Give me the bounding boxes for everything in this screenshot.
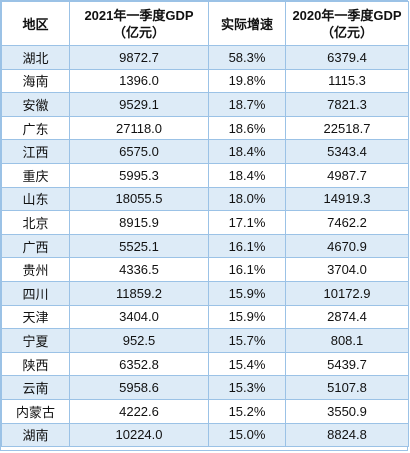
gdp-2020-cell[interactable]: 7821.3 (285, 92, 409, 117)
region-cell[interactable]: 广西 (1, 233, 70, 259)
gdp-2020-cell[interactable]: 10172.9 (285, 280, 409, 306)
gdp-2021-cell[interactable]: 6352.8 (69, 351, 209, 377)
growth-cell[interactable]: 18.4% (208, 139, 286, 164)
gdp-2020-cell[interactable]: 4670.9 (285, 233, 409, 259)
table-row: 内蒙古 4222.6 15.2% 3550.9 (1, 398, 409, 424)
growth-cell[interactable]: 15.7% (208, 328, 286, 353)
header-gdp-2021[interactable]: 2021年一季度GDP （亿元） (69, 1, 209, 46)
table-row: 广东 27118.0 18.6% 22518.7 (1, 115, 409, 141)
gdp-2020-cell[interactable]: 6379.4 (285, 45, 409, 70)
gdp-2020-cell[interactable]: 4987.7 (285, 162, 409, 188)
gdp-2020-cell[interactable]: 22518.7 (285, 115, 409, 141)
gdp-2021-cell[interactable]: 8915.9 (69, 210, 209, 235)
table-row: 宁夏 952.5 15.7% 808.1 (1, 328, 409, 353)
gdp-2021-cell[interactable]: 1396.0 (69, 68, 209, 94)
growth-cell[interactable]: 18.6% (208, 115, 286, 141)
growth-cell[interactable]: 18.7% (208, 92, 286, 117)
gdp-2021-cell[interactable]: 6575.0 (69, 139, 209, 164)
growth-cell[interactable]: 58.3% (208, 45, 286, 70)
region-cell[interactable]: 湖北 (1, 45, 70, 70)
region-cell[interactable]: 重庆 (1, 162, 70, 188)
header-gdp-2021-unit: （亿元） (112, 24, 165, 40)
table-row: 四川 11859.2 15.9% 10172.9 (1, 280, 409, 306)
header-gdp-2021-title: 2021年一季度GDP (84, 7, 194, 23)
region-cell[interactable]: 陕西 (1, 351, 70, 377)
gdp-2021-cell[interactable]: 5525.1 (69, 233, 209, 259)
growth-cell[interactable]: 16.1% (208, 257, 286, 282)
region-cell[interactable]: 内蒙古 (1, 398, 70, 424)
gdp-2020-cell[interactable]: 7462.2 (285, 210, 409, 235)
table-row: 江西 6575.0 18.4% 5343.4 (1, 139, 409, 164)
table-row: 北京 8915.9 17.1% 7462.2 (1, 210, 409, 235)
region-cell[interactable]: 广东 (1, 115, 70, 141)
gdp-2021-cell[interactable]: 3404.0 (69, 304, 209, 330)
region-cell[interactable]: 贵州 (1, 257, 70, 282)
table-row: 天津 3404.0 15.9% 2874.4 (1, 304, 409, 330)
table-row: 云南 5958.6 15.3% 5107.8 (1, 375, 409, 400)
header-gdp-2020-title: 2020年一季度GDP (292, 7, 402, 23)
header-gdp-2020-unit: （亿元） (320, 24, 373, 40)
table-body: 湖北 9872.7 58.3% 6379.4 海南 1396.0 19.8% 1115.3 安徽… (1, 45, 409, 448)
growth-cell[interactable]: 15.2% (208, 398, 286, 424)
region-cell[interactable]: 四川 (1, 280, 70, 306)
header-row: 地区 2021年一季度GDP （亿元） 实际增速 2020年一季度GDP （亿元… (1, 1, 409, 46)
table-row: 重庆 5995.3 18.4% 4987.7 (1, 162, 409, 188)
growth-cell[interactable]: 18.4% (208, 162, 286, 188)
region-cell[interactable]: 北京 (1, 210, 70, 235)
gdp-2021-cell[interactable]: 9872.7 (69, 45, 209, 70)
gdp-2020-cell[interactable]: 808.1 (285, 328, 409, 353)
region-cell[interactable]: 江西 (1, 139, 70, 164)
gdp-2021-cell[interactable]: 9529.1 (69, 92, 209, 117)
header-region[interactable]: 地区 (1, 1, 70, 46)
growth-cell[interactable]: 15.9% (208, 280, 286, 306)
table-row: 海南 1396.0 19.8% 1115.3 (1, 68, 409, 94)
gdp-2020-cell[interactable]: 14919.3 (285, 186, 409, 212)
gdp-2020-cell[interactable]: 3704.0 (285, 257, 409, 282)
table-row: 山东 18055.5 18.0% 14919.3 (1, 186, 409, 212)
table-row: 湖南 10224.0 15.0% 8824.8 (1, 422, 409, 448)
growth-cell[interactable]: 15.3% (208, 375, 286, 400)
gdp-2020-cell[interactable]: 8824.8 (285, 422, 409, 448)
header-growth[interactable]: 实际增速 (208, 1, 286, 46)
gdp-2021-cell[interactable]: 5995.3 (69, 162, 209, 188)
gdp-2021-cell[interactable]: 5958.6 (69, 375, 209, 400)
gdp-2020-cell[interactable]: 2874.4 (285, 304, 409, 330)
gdp-2021-cell[interactable]: 4336.5 (69, 257, 209, 282)
growth-cell[interactable]: 17.1% (208, 210, 286, 235)
gdp-2020-cell[interactable]: 5343.4 (285, 139, 409, 164)
gdp-2021-cell[interactable]: 952.5 (69, 328, 209, 353)
region-cell[interactable]: 云南 (1, 375, 70, 400)
gdp-2020-cell[interactable]: 1115.3 (285, 68, 409, 94)
header-gdp-2020[interactable]: 2020年一季度GDP （亿元） (285, 1, 409, 46)
region-cell[interactable]: 安徽 (1, 92, 70, 117)
table-row: 安徽 9529.1 18.7% 7821.3 (1, 92, 409, 117)
gdp-2021-cell[interactable]: 4222.6 (69, 398, 209, 424)
table-row: 广西 5525.1 16.1% 4670.9 (1, 233, 409, 259)
region-cell[interactable]: 宁夏 (1, 328, 70, 353)
growth-cell[interactable]: 19.8% (208, 68, 286, 94)
growth-cell[interactable]: 18.0% (208, 186, 286, 212)
growth-cell[interactable]: 15.0% (208, 422, 286, 448)
growth-cell[interactable]: 15.4% (208, 351, 286, 377)
region-cell[interactable]: 山东 (1, 186, 70, 212)
gdp-2020-cell[interactable]: 3550.9 (285, 398, 409, 424)
gdp-2020-cell[interactable]: 5107.8 (285, 375, 409, 400)
table-row: 陕西 6352.8 15.4% 5439.7 (1, 351, 409, 377)
region-cell[interactable]: 湖南 (1, 422, 70, 448)
gdp-2021-cell[interactable]: 11859.2 (69, 280, 209, 306)
gdp-2021-cell[interactable]: 27118.0 (69, 115, 209, 141)
gdp-2021-cell[interactable]: 10224.0 (69, 422, 209, 448)
region-cell[interactable]: 天津 (1, 304, 70, 330)
gdp-2020-cell[interactable]: 5439.7 (285, 351, 409, 377)
table-row: 湖北 9872.7 58.3% 6379.4 (1, 45, 409, 70)
table-header: 地区 2021年一季度GDP （亿元） 实际增速 2020年一季度GDP （亿元… (1, 1, 409, 46)
gdp-2021-cell[interactable]: 18055.5 (69, 186, 209, 212)
growth-cell[interactable]: 15.9% (208, 304, 286, 330)
region-cell[interactable]: 海南 (1, 68, 70, 94)
table-row: 贵州 4336.5 16.1% 3704.0 (1, 257, 409, 282)
growth-cell[interactable]: 16.1% (208, 233, 286, 259)
